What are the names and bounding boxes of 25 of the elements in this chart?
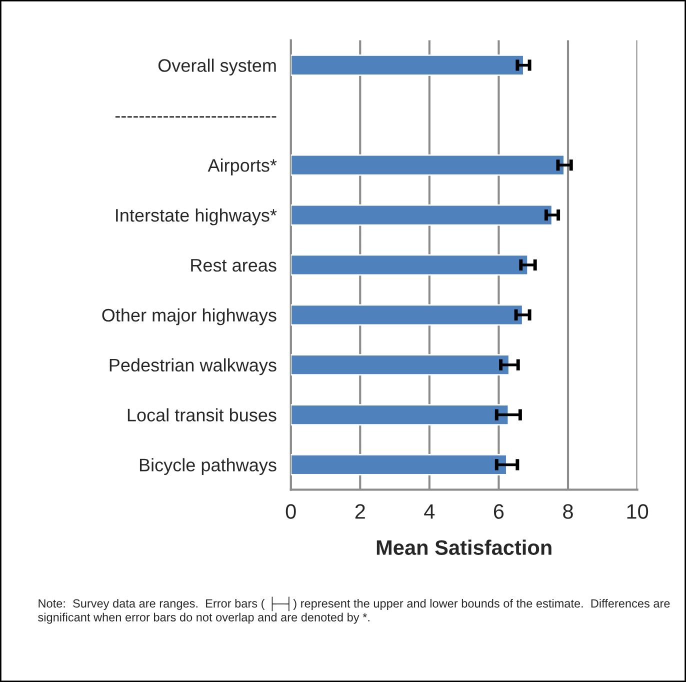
x-axis-title: Mean Satisfaction — [376, 540, 552, 555]
y-tick-label: Bicycle pathways — [140, 458, 276, 475]
bar — [290, 254, 529, 276]
x-tick-label: 10 — [627, 504, 648, 519]
bar — [290, 354, 510, 376]
y-tick-label: Airports* — [208, 158, 277, 176]
y-tick-label: Overall system — [158, 58, 276, 76]
bar — [290, 404, 510, 426]
x-tick-label: 0 — [286, 504, 296, 519]
bar — [290, 54, 524, 76]
y-tick-label: Local transit buses — [128, 408, 276, 422]
bar — [290, 154, 565, 176]
y-tick-label: Pedestrian walkways — [110, 358, 276, 376]
x-tick-label: 2 — [355, 504, 365, 519]
y-tick-label: --------------------------- — [115, 116, 276, 118]
text: Note: Survey data are ranges. Error bars ( ├─┤) represent the upper and lower bounds of the estimate. Differences are significant when error bars do not overlap and are denoted by *. — [38, 596, 670, 624]
y-tick-label: Rest areas — [191, 259, 276, 272]
x-tick-label: 6 — [494, 504, 504, 519]
bar — [290, 304, 524, 326]
x-tick-label: 8 — [563, 504, 573, 519]
y-tick-label: Other major highways — [102, 308, 276, 326]
y-tick-label: Interstate highways* — [116, 208, 277, 226]
bar — [290, 204, 553, 226]
bar — [290, 454, 508, 476]
x-tick-label: 4 — [424, 504, 435, 519]
